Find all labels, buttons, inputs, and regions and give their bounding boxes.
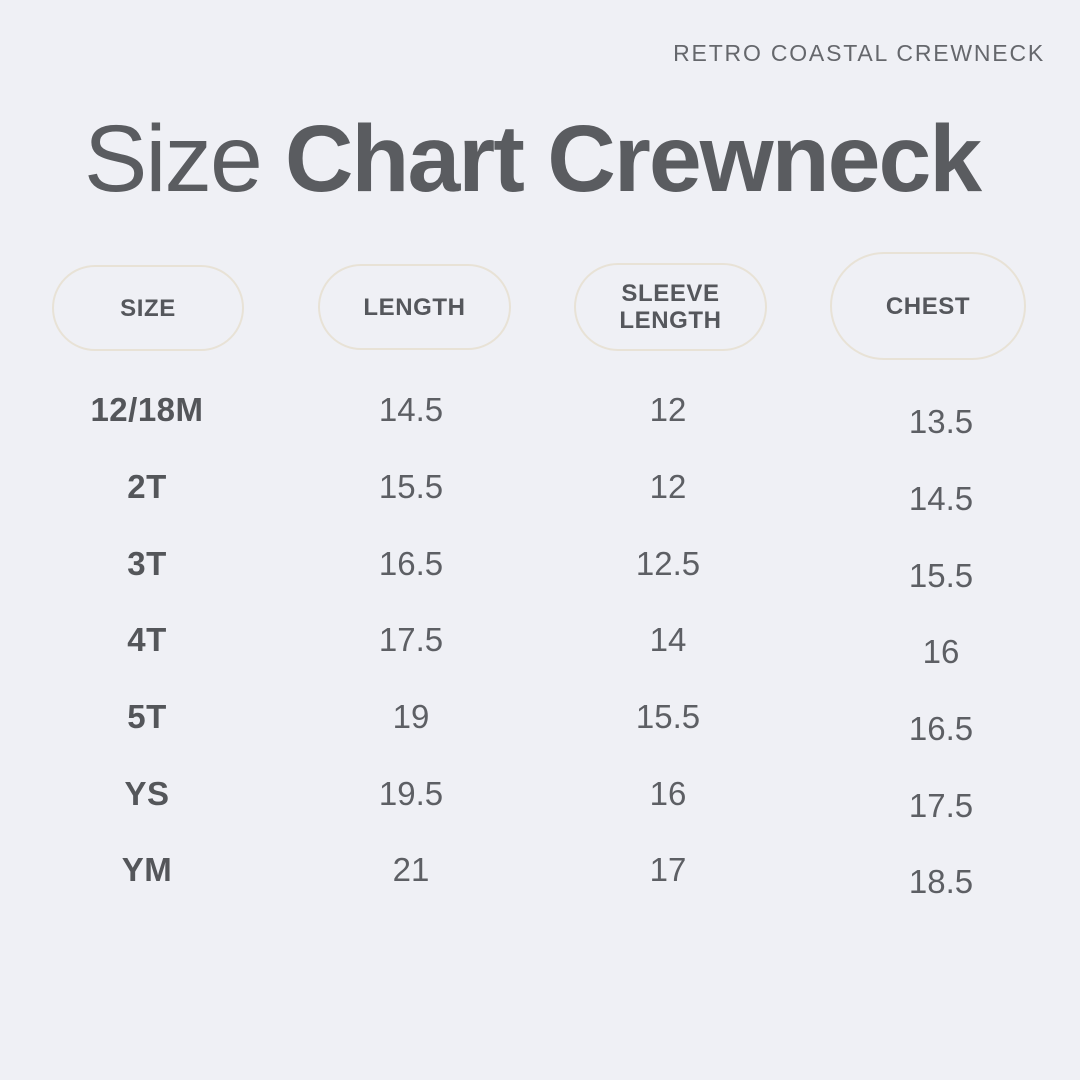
- table-row: 5T 19 15.5 16.5: [0, 679, 1080, 756]
- length-value: 19: [392, 698, 430, 736]
- chest-value: 17.5: [908, 786, 974, 824]
- sleeve-length-value: 12.5: [635, 544, 701, 582]
- page-title-bold: Chart Crewneck: [284, 106, 982, 212]
- page-title: Size Chart Crewneck: [84, 112, 982, 207]
- column-header-chest: CHEST: [830, 252, 1026, 360]
- size-cell: 12/18M: [90, 391, 204, 429]
- size-cell: YS: [124, 774, 170, 812]
- size-cell: 4T: [127, 621, 167, 659]
- table-row: 2T 15.5 12 14.5: [0, 449, 1080, 526]
- sleeve-length-value: 15.5: [635, 698, 701, 736]
- column-header-sleeve-length: SLEEVE LENGTH: [574, 263, 767, 351]
- sleeve-length-value: 14: [649, 621, 687, 659]
- length-value: 19.5: [378, 774, 444, 812]
- chest-value: 16: [922, 633, 960, 671]
- chest-value: 13.5: [908, 403, 974, 441]
- size-cell: 2T: [127, 468, 167, 506]
- length-value: 14.5: [378, 391, 444, 429]
- length-value: 16.5: [378, 544, 444, 582]
- table-row: 3T 16.5 12.5 15.5: [0, 525, 1080, 602]
- chest-value: 16.5: [908, 710, 974, 748]
- chest-value: 18.5: [908, 863, 974, 901]
- sleeve-length-value: 16: [649, 774, 687, 812]
- length-value: 21: [392, 851, 430, 889]
- table-row: YS 19.5 16 17.5: [0, 755, 1080, 832]
- table-row: YM 21 17 18.5: [0, 832, 1080, 909]
- length-value: 15.5: [378, 468, 444, 506]
- size-cell: 5T: [127, 698, 167, 736]
- page-title-regular: Size: [84, 106, 263, 212]
- size-cell: 3T: [127, 544, 167, 582]
- table-row: 12/18M 14.5 12 13.5: [0, 372, 1080, 449]
- table-row: 4T 17.5 14 16: [0, 602, 1080, 679]
- column-header-length: LENGTH: [318, 264, 511, 350]
- sleeve-length-value: 12: [649, 391, 687, 429]
- size-table-body: 12/18M 14.5 12 13.5 2T 15.5 12 14.5 3T 1…: [0, 372, 1080, 909]
- size-cell: YM: [121, 851, 173, 889]
- column-header-size: SIZE: [52, 265, 244, 351]
- chest-value: 15.5: [908, 556, 974, 594]
- length-value: 17.5: [378, 621, 444, 659]
- chest-value: 14.5: [908, 480, 974, 518]
- product-name-label: RETRO COASTAL CREWNECK: [673, 40, 1045, 66]
- sleeve-length-value: 12: [649, 468, 687, 506]
- sleeve-length-value: 17: [649, 851, 687, 889]
